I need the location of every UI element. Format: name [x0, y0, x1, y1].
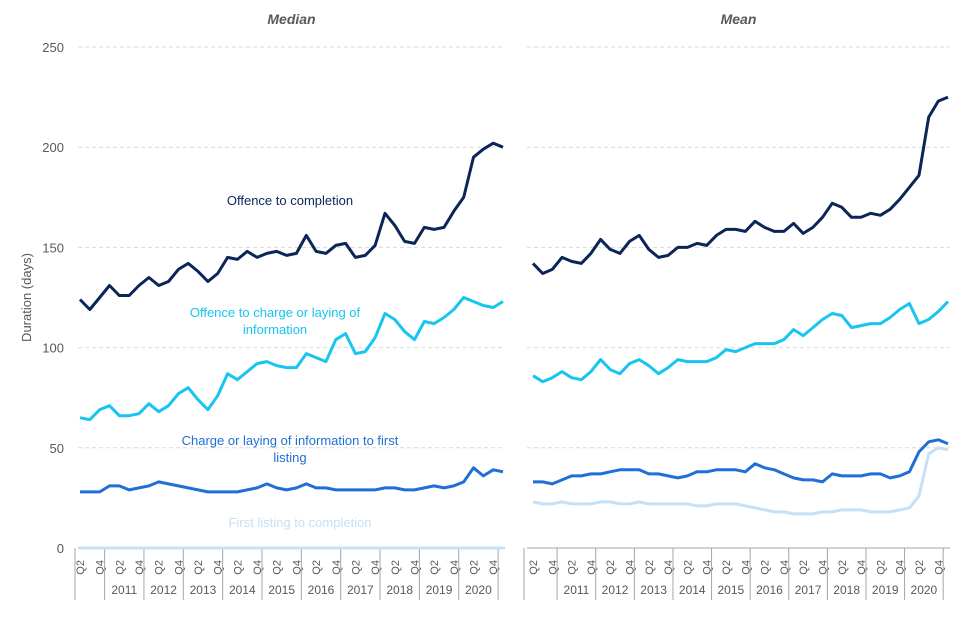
x-tick-label: Q4 [586, 560, 598, 575]
x-tick-label: Q4 [95, 560, 107, 575]
x-tick-label: Q4 [663, 560, 675, 575]
year-label: 2011 [564, 583, 590, 597]
x-tick-label: Q4 [213, 560, 225, 575]
year-label: 2014 [229, 583, 256, 597]
x-tick-label: Q2 [682, 560, 694, 575]
series-label: Charge or laying of information to first… [181, 433, 399, 465]
year-label: 2019 [872, 583, 899, 597]
year-label: 2015 [268, 583, 295, 597]
x-tick-label: Q2 [798, 560, 810, 575]
x-tick-label: Q2 [75, 560, 87, 575]
line-series [531, 95, 949, 275]
year-label: 2016 [308, 583, 335, 597]
x-tick-label: Q2 [311, 560, 323, 575]
x-tick-label: Q4 [702, 560, 714, 575]
x-tick-label: Q4 [895, 560, 907, 575]
year-label: 2013 [190, 583, 217, 597]
line-series [532, 300, 950, 384]
year-label: 2020 [911, 583, 938, 597]
series-label: Offence to charge or laying of informati… [189, 305, 361, 337]
x-tick-label: Q4 [547, 560, 559, 575]
x-tick-label: Q4 [856, 560, 868, 575]
x-tick-label: Q4 [134, 560, 146, 575]
series-label: Offence to completion [226, 193, 354, 208]
year-label: 2017 [795, 583, 822, 597]
year-label: 2012 [150, 583, 177, 597]
year-label: 2020 [465, 583, 492, 597]
x-tick-label: Q2 [468, 560, 480, 575]
year-label: 2018 [833, 583, 860, 597]
x-tick-label: Q2 [232, 560, 244, 575]
x-tick-label: Q2 [429, 560, 441, 575]
x-tick-label: Q4 [252, 560, 264, 575]
y-axis-label: Duration (days) [19, 253, 34, 342]
x-tick-label: Q2 [605, 560, 617, 575]
x-tick-label: Q4 [818, 560, 830, 575]
line-series [533, 438, 949, 486]
series-label: First listing to completion [228, 515, 372, 530]
x-tick-label: Q2 [837, 560, 849, 575]
x-tick-label: Q2 [644, 560, 656, 575]
x-tick-label: Q2 [721, 560, 733, 575]
x-tick-label: Q4 [331, 560, 343, 575]
line-series [532, 446, 949, 516]
y-tick-label: 150 [42, 240, 64, 255]
x-tick-label: Q4 [173, 560, 185, 575]
year-label: 2014 [679, 583, 706, 597]
x-tick-label: Q4 [370, 560, 382, 575]
y-tick-label: 250 [42, 40, 64, 55]
y-tick-label: 100 [42, 341, 64, 356]
x-tick-label: Q2 [272, 560, 284, 575]
panel-title: Median [267, 11, 315, 27]
x-tick-label: Q2 [154, 560, 166, 575]
x-tick-label: Q2 [760, 560, 772, 575]
x-tick-label: Q4 [409, 560, 421, 575]
year-label: 2015 [717, 583, 744, 597]
year-label: 2017 [347, 583, 374, 597]
x-tick-label: Q4 [449, 560, 461, 575]
panel-title: Mean [721, 11, 757, 27]
x-tick-label: Q2 [350, 560, 362, 575]
x-tick-label: Q4 [488, 560, 500, 575]
x-tick-label: Q2 [528, 560, 540, 575]
x-tick-label: Q2 [114, 560, 126, 575]
x-tick-label: Q4 [740, 560, 752, 575]
year-label: 2013 [640, 583, 667, 597]
line-series [78, 141, 504, 311]
x-tick-label: Q4 [779, 560, 791, 575]
x-tick-label: Q2 [875, 560, 887, 575]
x-tick-label: Q2 [567, 560, 579, 575]
year-label: 2011 [111, 583, 137, 597]
x-tick-label: Q2 [914, 560, 926, 575]
year-label: 2018 [386, 583, 413, 597]
x-tick-label: Q2 [193, 560, 205, 575]
y-tick-label: 50 [50, 441, 64, 456]
year-label: 2012 [602, 583, 629, 597]
x-tick-label: Q2 [390, 560, 402, 575]
x-tick-label: Q4 [933, 560, 945, 575]
line-series [80, 466, 504, 494]
year-label: 2016 [756, 583, 783, 597]
year-label: 2019 [426, 583, 453, 597]
y-tick-label: 0 [57, 541, 64, 556]
x-tick-label: Q4 [625, 560, 637, 575]
x-tick-label: Q4 [291, 560, 303, 575]
y-tick-label: 200 [42, 140, 64, 155]
line-series [79, 296, 504, 422]
